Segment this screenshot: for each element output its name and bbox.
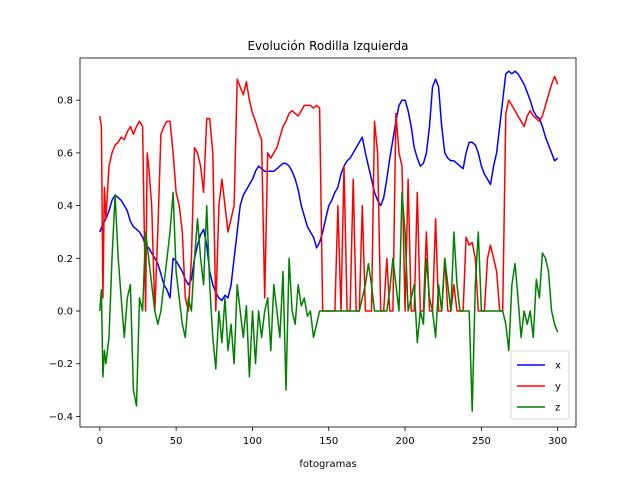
x-tick-label: 100 bbox=[243, 436, 262, 447]
x-tick-label: 150 bbox=[319, 436, 338, 447]
legend-label-z: z bbox=[555, 403, 560, 414]
x-axis: 0 50 100 150 200 250 300 bbox=[97, 427, 567, 447]
y-axis: −0.4 −0.2 0.0 0.2 0.4 0.6 0.8 bbox=[49, 96, 80, 423]
y-tick-label: 0.8 bbox=[57, 96, 73, 107]
y-tick-label: 0.0 bbox=[57, 307, 73, 318]
plot-frame bbox=[79, 57, 577, 428]
y-tick-label: 0.2 bbox=[57, 254, 73, 265]
legend-label-x: x bbox=[555, 361, 561, 372]
legend-label-y: y bbox=[555, 382, 561, 393]
series-layer bbox=[99, 70, 559, 412]
x-tick-label: 200 bbox=[396, 436, 415, 447]
x-tick-label: 250 bbox=[472, 436, 491, 447]
x-tick-label: 0 bbox=[97, 436, 103, 447]
x-tick-label: 300 bbox=[548, 436, 567, 447]
x-axis-label: fotogramas bbox=[299, 459, 356, 470]
series-line-z bbox=[99, 191, 559, 412]
x-tick-label: 50 bbox=[170, 436, 183, 447]
legend-box bbox=[510, 350, 570, 420]
y-tick-label: 0.6 bbox=[57, 148, 73, 159]
legend: xyz bbox=[510, 350, 570, 420]
y-tick-label: −0.4 bbox=[49, 412, 73, 423]
y-tick-label: −0.2 bbox=[49, 359, 73, 370]
plot-area bbox=[80, 58, 576, 427]
chart-title: Evolución Rodilla Izquierda bbox=[247, 39, 408, 53]
y-tick-label: 0.4 bbox=[57, 201, 73, 212]
